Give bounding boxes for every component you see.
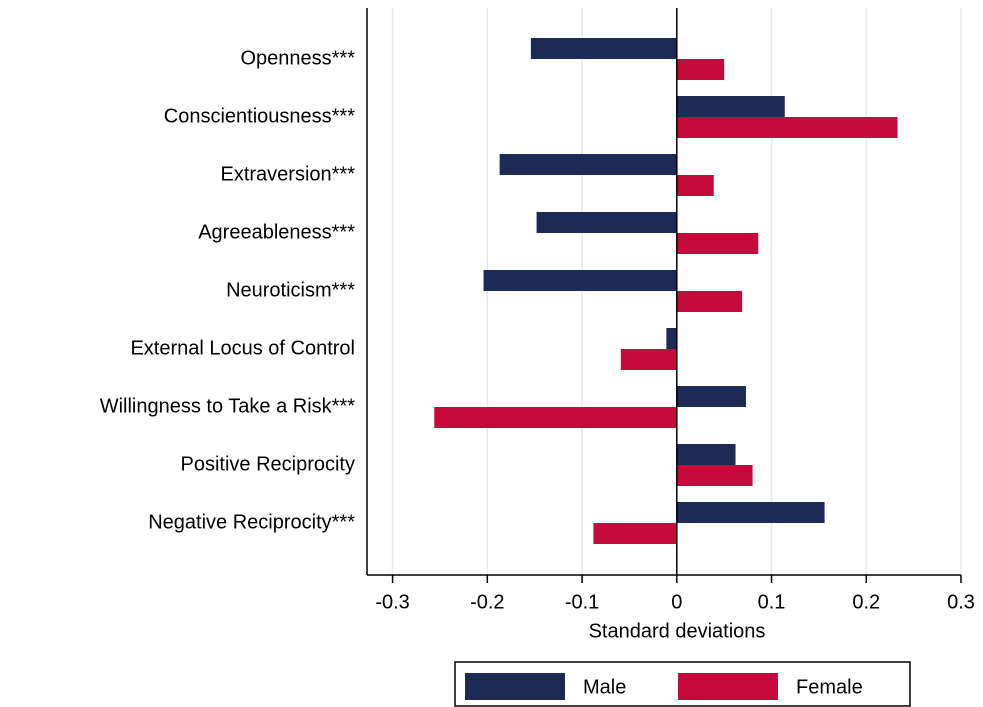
legend-swatch: [678, 673, 778, 700]
bar: [483, 270, 677, 291]
bar: [593, 523, 677, 544]
legend-label: Male: [583, 676, 626, 698]
y-tick-label: Conscientiousness***: [164, 105, 355, 127]
x-tick-label: 0.2: [852, 591, 880, 613]
legend-label: Female: [796, 676, 863, 698]
x-tick-label: -0.3: [375, 591, 409, 613]
bar: [676, 291, 743, 312]
bar: [499, 154, 677, 175]
bar: [676, 502, 825, 523]
bar: [676, 386, 746, 407]
x-tick-label: 0: [671, 591, 682, 613]
x-tick-label: 0.1: [758, 591, 786, 613]
bar: [676, 444, 736, 465]
bar: [676, 465, 753, 486]
bar: [536, 212, 677, 233]
bar: [676, 175, 714, 196]
bar: [676, 117, 898, 138]
y-tick-label: Negative Reciprocity***: [148, 511, 355, 533]
bar: [676, 59, 725, 80]
y-tick-label: External Locus of Control: [130, 337, 355, 359]
y-tick-label: Openness***: [240, 47, 355, 69]
y-tick-label: Agreeableness***: [198, 221, 355, 243]
x-tick-label: -0.1: [565, 591, 599, 613]
x-axis-label: Standard deviations: [589, 620, 766, 642]
y-tick-label: Extraversion***: [220, 163, 355, 185]
y-tick-label: Willingness to Take a Risk***: [100, 395, 356, 417]
legend-swatch: [465, 673, 565, 700]
bar: [676, 96, 785, 117]
bar: [530, 38, 677, 59]
x-tick-label: 0.3: [947, 591, 975, 613]
x-tick-label: -0.2: [470, 591, 504, 613]
bar: [666, 328, 677, 349]
bar: [434, 407, 677, 428]
y-tick-label: Positive Reciprocity: [180, 453, 355, 475]
y-tick-label: Neuroticism***: [226, 279, 355, 301]
bar: [676, 233, 759, 254]
bar: [620, 349, 677, 370]
